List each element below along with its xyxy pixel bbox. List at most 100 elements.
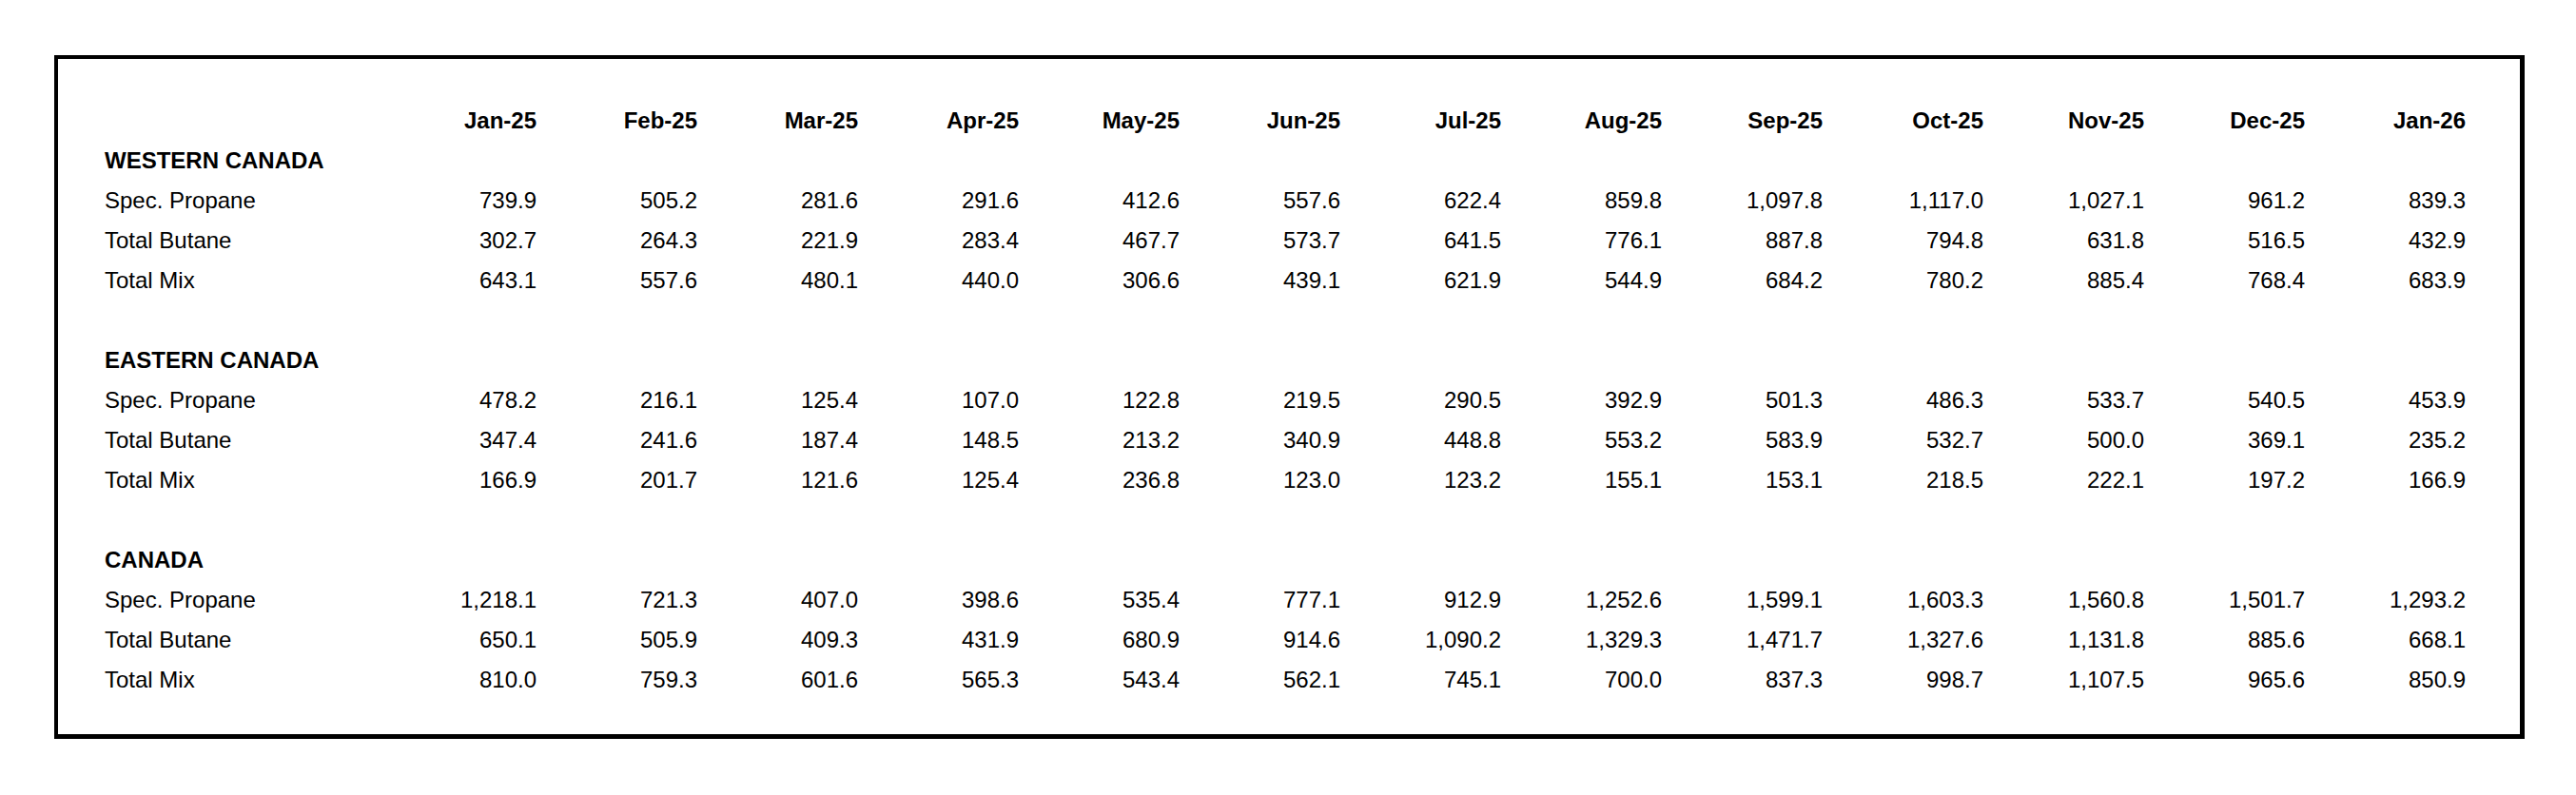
cell-value: 776.1 xyxy=(1501,221,1662,261)
month-column-header: Oct-25 xyxy=(1823,101,1983,141)
row-label: Spec. Propane xyxy=(105,580,376,620)
cell-value: 153.1 xyxy=(1662,460,1823,500)
cell-value: 912.9 xyxy=(1340,580,1501,620)
month-column-header: Jan-25 xyxy=(376,101,537,141)
section-header: EASTERN CANADA xyxy=(105,340,2466,380)
cell-value: 745.1 xyxy=(1340,660,1501,700)
month-column-header: Jun-25 xyxy=(1180,101,1340,141)
cell-value: 965.6 xyxy=(2144,660,2305,700)
row-label: Total Butane xyxy=(105,420,376,460)
cell-value: 721.3 xyxy=(537,580,697,620)
data-row: Total Butane302.7264.3221.9283.4467.7573… xyxy=(105,221,2466,261)
cell-value: 650.1 xyxy=(376,620,537,660)
month-column-header: Mar-25 xyxy=(697,101,858,141)
cell-value: 700.0 xyxy=(1501,660,1662,700)
cell-value: 409.3 xyxy=(697,620,858,660)
cell-value: 1,097.8 xyxy=(1662,181,1823,221)
cell-value: 601.6 xyxy=(697,660,858,700)
month-column-header: Aug-25 xyxy=(1501,101,1662,141)
cell-value: 1,471.7 xyxy=(1662,620,1823,660)
cell-value: 107.0 xyxy=(858,380,1019,420)
cell-value: 505.9 xyxy=(537,620,697,660)
cell-value: 123.0 xyxy=(1180,460,1340,500)
cell-value: 290.5 xyxy=(1340,380,1501,420)
cell-value: 486.3 xyxy=(1823,380,1983,420)
cell-value: 533.7 xyxy=(1983,380,2144,420)
cell-value: 221.9 xyxy=(697,221,858,261)
section-header: WESTERN CANADA xyxy=(105,141,2466,181)
month-column-header: Nov-25 xyxy=(1983,101,2144,141)
data-row: Total Mix810.0759.3601.6565.3543.4562.17… xyxy=(105,660,2466,700)
cell-value: 291.6 xyxy=(858,181,1019,221)
section-header-row: CANADA xyxy=(105,540,2466,580)
row-label: Total Mix xyxy=(105,660,376,700)
cell-value: 201.7 xyxy=(537,460,697,500)
cell-value: 412.6 xyxy=(1019,181,1180,221)
cell-value: 1,252.6 xyxy=(1501,580,1662,620)
cell-value: 1,131.8 xyxy=(1983,620,2144,660)
cell-value: 218.5 xyxy=(1823,460,1983,500)
data-row: Total Mix643.1557.6480.1440.0306.6439.16… xyxy=(105,261,2466,301)
cell-value: 543.4 xyxy=(1019,660,1180,700)
cell-value: 467.7 xyxy=(1019,221,1180,261)
cell-value: 478.2 xyxy=(376,380,537,420)
cell-value: 148.5 xyxy=(858,420,1019,460)
month-column-header: May-25 xyxy=(1019,101,1180,141)
cell-value: 1,329.3 xyxy=(1501,620,1662,660)
cell-value: 1,501.7 xyxy=(2144,580,2305,620)
cell-value: 480.1 xyxy=(697,261,858,301)
cell-value: 1,027.1 xyxy=(1983,181,2144,221)
cell-value: 1,107.5 xyxy=(1983,660,2144,700)
report-table-frame: Jan-25Feb-25Mar-25Apr-25May-25Jun-25Jul-… xyxy=(54,55,2525,739)
data-row: Spec. Propane478.2216.1125.4107.0122.821… xyxy=(105,380,2466,420)
cell-value: 641.5 xyxy=(1340,221,1501,261)
month-column-header: Jul-25 xyxy=(1340,101,1501,141)
cell-value: 505.2 xyxy=(537,181,697,221)
cell-value: 1,560.8 xyxy=(1983,580,2144,620)
cell-value: 535.4 xyxy=(1019,580,1180,620)
cell-value: 859.8 xyxy=(1501,181,1662,221)
cell-value: 1,327.6 xyxy=(1823,620,1983,660)
cell-value: 885.4 xyxy=(1983,261,2144,301)
row-label: Total Butane xyxy=(105,620,376,660)
cell-value: 1,599.1 xyxy=(1662,580,1823,620)
cell-value: 501.3 xyxy=(1662,380,1823,420)
column-header-row: Jan-25Feb-25Mar-25Apr-25May-25Jun-25Jul-… xyxy=(105,101,2466,141)
cell-value: 780.2 xyxy=(1823,261,1983,301)
cell-value: 283.4 xyxy=(858,221,1019,261)
row-label: Spec. Propane xyxy=(105,181,376,221)
cell-value: 440.0 xyxy=(858,261,1019,301)
cell-value: 544.9 xyxy=(1501,261,1662,301)
row-label: Total Butane xyxy=(105,221,376,261)
cell-value: 241.6 xyxy=(537,420,697,460)
cell-value: 155.1 xyxy=(1501,460,1662,500)
cell-value: 583.9 xyxy=(1662,420,1823,460)
cell-value: 121.6 xyxy=(697,460,858,500)
spacer-row xyxy=(105,301,2466,340)
row-label: Spec. Propane xyxy=(105,380,376,420)
cell-value: 439.1 xyxy=(1180,261,1340,301)
data-row: Total Mix166.9201.7121.6125.4236.8123.01… xyxy=(105,460,2466,500)
cell-value: 839.3 xyxy=(2305,181,2466,221)
cell-value: 777.1 xyxy=(1180,580,1340,620)
section-header: CANADA xyxy=(105,540,2466,580)
month-column-header: Apr-25 xyxy=(858,101,1019,141)
cell-value: 914.6 xyxy=(1180,620,1340,660)
cell-value: 347.4 xyxy=(376,420,537,460)
data-row: Spec. Propane1,218.1721.3407.0398.6535.4… xyxy=(105,580,2466,620)
data-row: Total Butane347.4241.6187.4148.5213.2340… xyxy=(105,420,2466,460)
spacer-row xyxy=(105,500,2466,540)
cell-value: 125.4 xyxy=(858,460,1019,500)
cell-value: 122.8 xyxy=(1019,380,1180,420)
cell-value: 222.1 xyxy=(1983,460,2144,500)
cell-value: 197.2 xyxy=(2144,460,2305,500)
data-row: Total Butane650.1505.9409.3431.9680.9914… xyxy=(105,620,2466,660)
cell-value: 213.2 xyxy=(1019,420,1180,460)
month-column-header: Sep-25 xyxy=(1662,101,1823,141)
cell-value: 235.2 xyxy=(2305,420,2466,460)
propane-butane-supply-table: Jan-25Feb-25Mar-25Apr-25May-25Jun-25Jul-… xyxy=(105,101,2466,700)
cell-value: 684.2 xyxy=(1662,261,1823,301)
cell-value: 340.9 xyxy=(1180,420,1340,460)
cell-value: 281.6 xyxy=(697,181,858,221)
cell-value: 622.4 xyxy=(1340,181,1501,221)
